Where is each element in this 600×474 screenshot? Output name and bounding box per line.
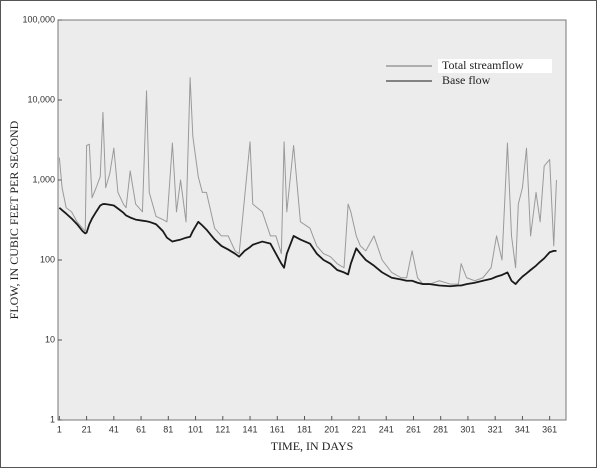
x-tick-label: 181 xyxy=(297,424,312,434)
x-tick-label: 61 xyxy=(136,424,146,434)
x-tick-label: 201 xyxy=(324,424,339,434)
legend-box xyxy=(438,59,552,73)
x-tick-label: 321 xyxy=(488,424,503,434)
series-line xyxy=(58,77,557,285)
x-tick-label: 1 xyxy=(57,424,62,434)
x-tick-label: 81 xyxy=(163,424,173,434)
y-tick-label: 100 xyxy=(40,254,55,264)
y-tick-label: 10,000 xyxy=(27,94,55,104)
y-tick-label: 1,000 xyxy=(32,174,55,184)
x-tick-label: 341 xyxy=(515,424,530,434)
x-tick-label: 221 xyxy=(351,424,366,434)
y-tick-label: 10 xyxy=(45,334,55,344)
legend-label: Total streamflow xyxy=(442,58,524,72)
x-tick-label: 21 xyxy=(82,424,92,434)
y-tick-label: 1 xyxy=(50,414,55,424)
x-tick-label: 161 xyxy=(270,424,285,434)
x-tick-label: 121 xyxy=(215,424,230,434)
x-tick-label: 281 xyxy=(433,424,448,434)
x-tick-label: 41 xyxy=(109,424,119,434)
x-tick-label: 361 xyxy=(542,424,557,434)
legend-label: Base flow xyxy=(442,73,491,87)
y-tick-label: 100,000 xyxy=(22,14,55,24)
x-tick-label: 301 xyxy=(460,424,475,434)
x-tick-label: 261 xyxy=(406,424,421,434)
series-line xyxy=(58,203,557,288)
x-tick-label: 101 xyxy=(188,424,203,434)
x-axis-label: TIME, IN DAYS xyxy=(271,439,354,453)
x-tick-label: 141 xyxy=(243,424,258,434)
y-axis-label: FLOW, IN CUBIC FEET PER SECOND xyxy=(7,120,21,319)
x-tick-label: 241 xyxy=(379,424,394,434)
